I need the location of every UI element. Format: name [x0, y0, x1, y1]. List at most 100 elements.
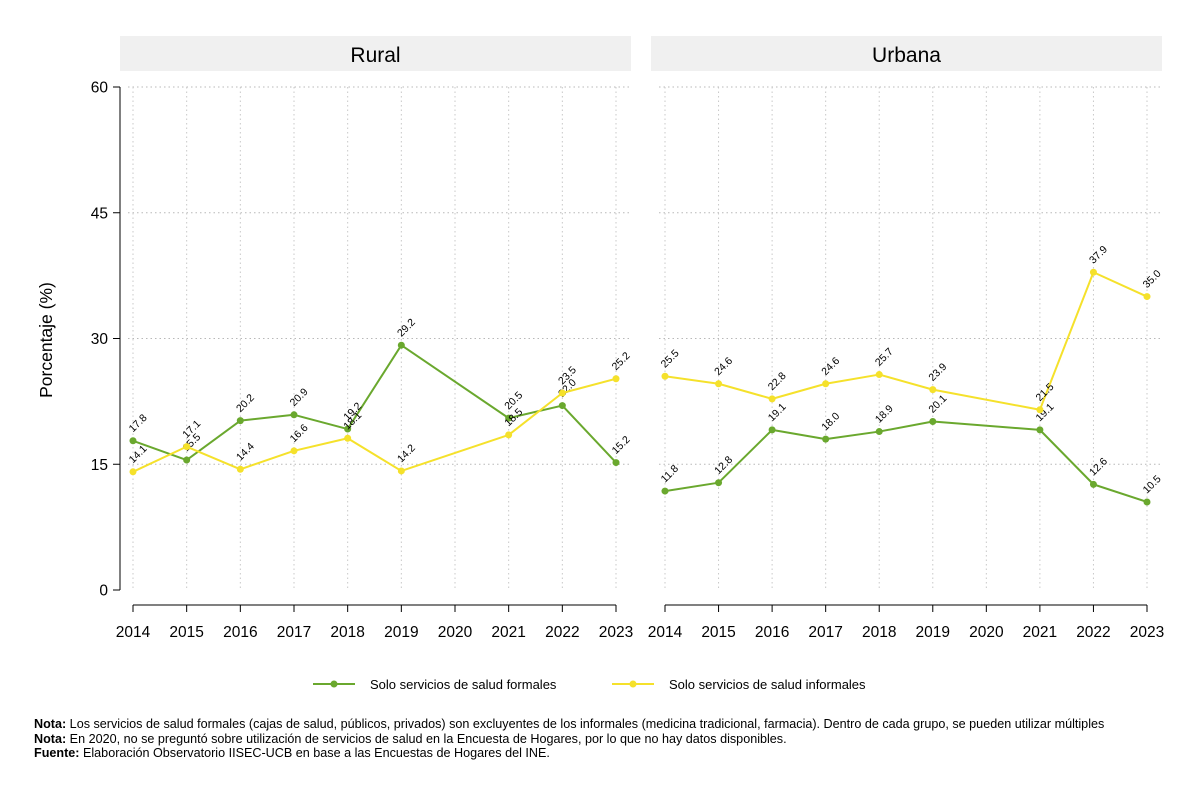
data-point-formales	[1036, 426, 1044, 434]
data-point-informales	[183, 443, 191, 451]
data-label-informales: 21.5	[1034, 381, 1057, 404]
data-label-informales: 35.0	[1141, 268, 1164, 291]
x-tick-label: 2014	[648, 624, 683, 641]
y-tick-label: 0	[99, 583, 108, 600]
data-point-formales	[129, 437, 137, 445]
note-line-2: Nota: En 2020, no se preguntó sobre util…	[34, 731, 787, 746]
x-tick-label: 2018	[330, 624, 364, 641]
x-tick-label: 2016	[223, 624, 257, 641]
data-point-formales	[1089, 480, 1097, 488]
line-chart: Rural 2014 2015 2016 2017 2018 2019 2020 2021 202…	[36, 36, 1164, 692]
data-label-informales: 25.2	[610, 350, 633, 373]
data-label-formales: 20.9	[288, 386, 311, 409]
data-point-informales	[344, 434, 352, 442]
data-label-formales: 11.8	[659, 463, 681, 485]
x-tick-label: 2023	[1130, 624, 1164, 641]
x-tick-label: 2020	[438, 624, 473, 641]
data-label-formales: 18.0	[819, 410, 842, 433]
data-point-informales	[129, 468, 137, 476]
series-line-formales	[132, 344, 617, 464]
panel-title: Rural	[350, 44, 400, 67]
y-tick-label: 60	[91, 80, 109, 97]
y-tick-label: 30	[91, 331, 109, 348]
data-point-informales	[236, 465, 244, 473]
data-label-informales: 24.6	[712, 355, 735, 378]
chart-notes: Nota: Los servicios de salud formales (c…	[34, 717, 1200, 761]
data-label-formales: 29.2	[395, 316, 418, 339]
data-point-formales	[505, 414, 513, 422]
data-label-informales: 14.4	[234, 440, 257, 463]
legend-label-formales: Solo servicios de salud formales	[370, 677, 557, 692]
x-tick-label: 2021	[1023, 624, 1057, 641]
note-line-1: Nota: Los servicios de salud formales (c…	[34, 717, 1105, 731]
data-point-formales	[236, 417, 244, 425]
data-label-informales: 16.6	[288, 422, 311, 445]
x-tick-label: 2014	[116, 624, 151, 641]
y-axis-title: Porcentaje (%)	[36, 282, 56, 398]
data-label-formales: 10.5	[1141, 473, 1164, 496]
x-tick-label: 2018	[862, 624, 896, 641]
data-point-informales	[661, 372, 669, 380]
data-point-formales	[715, 479, 723, 487]
data-point-formales	[612, 459, 620, 467]
data-label-informales: 25.7	[873, 346, 896, 369]
data-label-formales: 19.1	[1034, 401, 1057, 424]
data-point-formales	[768, 426, 776, 434]
x-tick-label: 2022	[545, 624, 579, 641]
data-point-formales	[661, 487, 669, 495]
data-point-informales	[612, 375, 620, 383]
x-tick-label: 2017	[277, 624, 311, 641]
data-label-formales: 12.8	[712, 454, 735, 477]
legend-marker-formales	[330, 680, 338, 688]
data-point-formales	[397, 341, 405, 349]
data-point-informales	[290, 447, 298, 455]
x-tick-label: 2019	[384, 624, 418, 641]
data-label-formales: 20.2	[234, 392, 257, 415]
data-point-formales	[344, 425, 352, 433]
x-tick-label: 2017	[808, 624, 842, 641]
x-tick-label: 2016	[755, 624, 789, 641]
data-point-formales	[1143, 498, 1151, 506]
data-point-informales	[822, 380, 830, 388]
data-point-informales	[1089, 268, 1097, 276]
data-point-formales	[929, 417, 937, 425]
data-point-informales	[715, 380, 723, 388]
data-label-formales: 12.6	[1087, 455, 1110, 478]
data-point-formales	[558, 402, 566, 410]
data-label-informales: 24.6	[819, 355, 842, 378]
data-point-informales	[558, 389, 566, 397]
data-label-formales: 15.2	[610, 434, 633, 457]
data-label-informales: 23.9	[926, 361, 949, 384]
data-point-formales	[290, 411, 298, 419]
data-point-informales	[505, 431, 513, 439]
data-label-informales: 22.8	[766, 370, 789, 393]
legend-marker-informales	[629, 680, 637, 688]
data-label-formales: 18.9	[873, 403, 896, 426]
source-line: Fuente: Elaboración Observatorio IISEC-U…	[34, 746, 550, 760]
data-point-informales	[1143, 293, 1151, 301]
x-tick-label: 2022	[1076, 624, 1110, 641]
data-point-informales	[875, 371, 883, 379]
data-point-informales	[768, 395, 776, 403]
data-point-formales	[875, 428, 883, 436]
data-point-informales	[397, 467, 405, 475]
series-line-formales	[664, 420, 1148, 503]
y-tick-label: 15	[91, 457, 108, 474]
series-line-informales	[664, 271, 1148, 411]
series-line-informales	[132, 377, 617, 473]
panel-title: Urbana	[872, 44, 941, 67]
y-tick-label: 45	[91, 205, 108, 222]
legend-label-informales: Solo servicios de salud informales	[669, 677, 866, 692]
x-tick-label: 2023	[599, 624, 633, 641]
data-label-informales: 37.9	[1087, 243, 1110, 266]
data-label-formales: 20.1	[926, 393, 949, 416]
x-tick-label: 2015	[701, 624, 735, 641]
data-label-informales: 14.2	[395, 442, 418, 465]
data-point-formales	[822, 435, 830, 443]
data-point-formales	[183, 456, 191, 464]
data-point-informales	[929, 386, 937, 394]
panel-header-rural	[120, 36, 631, 71]
panel-header-urbana	[651, 36, 1162, 71]
x-tick-label: 2020	[969, 624, 1004, 641]
x-tick-label: 2019	[916, 624, 950, 641]
